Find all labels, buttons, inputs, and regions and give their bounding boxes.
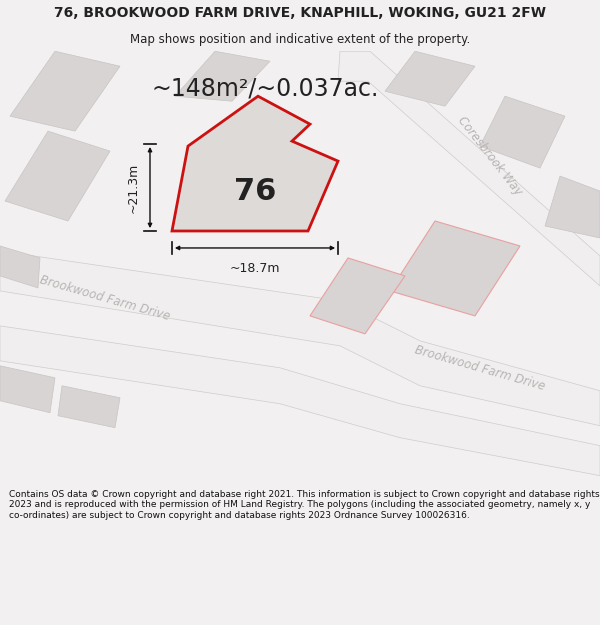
Polygon shape <box>0 326 600 476</box>
Polygon shape <box>480 96 565 168</box>
Polygon shape <box>385 51 475 106</box>
Polygon shape <box>310 258 405 334</box>
Polygon shape <box>175 51 270 101</box>
Text: ~21.3m: ~21.3m <box>127 162 140 212</box>
Polygon shape <box>10 51 120 131</box>
Text: Map shows position and indicative extent of the property.: Map shows position and indicative extent… <box>130 34 470 46</box>
Text: Coresbrook Way: Coresbrook Way <box>455 114 525 198</box>
Polygon shape <box>5 131 110 221</box>
Text: 76: 76 <box>234 176 276 206</box>
Polygon shape <box>338 51 600 286</box>
Text: ~148m²/~0.037ac.: ~148m²/~0.037ac. <box>151 76 379 100</box>
Text: Brookwood Farm Drive: Brookwood Farm Drive <box>38 273 172 322</box>
Polygon shape <box>172 96 338 231</box>
Polygon shape <box>545 176 600 238</box>
Polygon shape <box>0 251 600 426</box>
Text: 76, BROOKWOOD FARM DRIVE, KNAPHILL, WOKING, GU21 2FW: 76, BROOKWOOD FARM DRIVE, KNAPHILL, WOKI… <box>54 6 546 20</box>
Text: Brookwood Farm Drive: Brookwood Farm Drive <box>413 343 547 392</box>
Polygon shape <box>0 246 40 288</box>
Polygon shape <box>0 366 55 413</box>
Text: ~18.7m: ~18.7m <box>230 262 280 275</box>
Polygon shape <box>390 221 520 316</box>
Text: Contains OS data © Crown copyright and database right 2021. This information is : Contains OS data © Crown copyright and d… <box>9 490 599 519</box>
Polygon shape <box>58 386 120 428</box>
